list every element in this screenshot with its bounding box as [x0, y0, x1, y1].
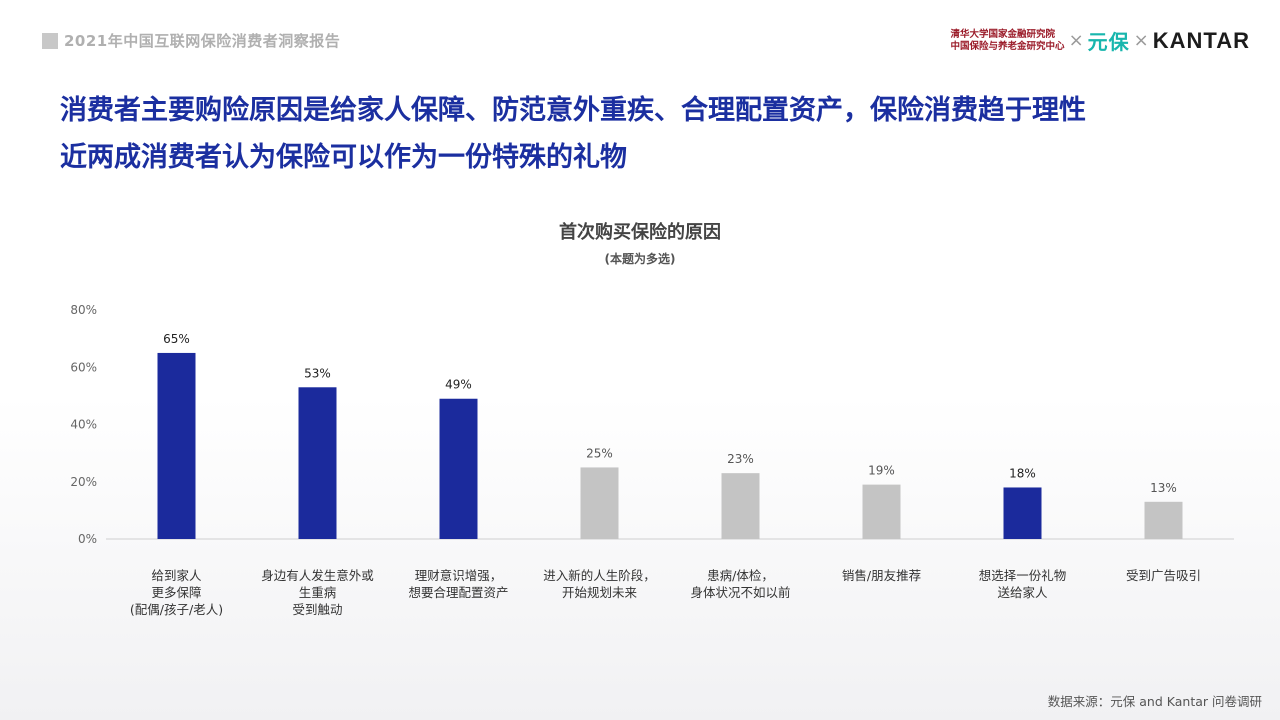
headline: 消费者主要购险原因是给家人保障、防范意外重疾、合理配置资产，保险消费趋于理性 近… — [60, 87, 1275, 181]
kantar-logo: KANTAR — [1152, 27, 1250, 53]
category-label-line: 给到家人 — [151, 568, 202, 583]
times-icon: × — [1068, 30, 1084, 51]
institute-line1: 清华大学国家金融研究院 — [950, 28, 1056, 40]
bar — [157, 352, 196, 539]
category-label: 身边有人发生意外或 生重病受到触动 — [248, 567, 388, 618]
bar-value-label: 49% — [445, 378, 472, 392]
y-tick-label: 0% — [78, 532, 97, 546]
report-title: 2021年中国互联网保险消费者洞察报告 — [64, 32, 341, 50]
institute-logo: 清华大学国家金融研究院 中国保险与养老金研究中心 — [951, 29, 1065, 53]
category-label-line: 进入新的人生阶段， — [543, 568, 656, 583]
category-label-line: 更多保障 — [151, 585, 202, 600]
category-label-line: 理财意识增强， — [414, 568, 503, 583]
bar — [862, 484, 901, 539]
bar-value-label: 65% — [163, 332, 190, 346]
y-tick-label: 80% — [70, 303, 97, 317]
headline-line2: 近两成消费者认为保险可以作为一份特殊的礼物 — [60, 142, 627, 173]
category-label-line: 身体状况不如以前 — [690, 585, 791, 600]
bar-value-label: 13% — [1150, 481, 1177, 495]
category-label-line: 患病/体检， — [707, 568, 774, 583]
bar-value-label: 53% — [304, 366, 331, 380]
category-label-line: 想选择一份礼物 — [978, 568, 1067, 583]
category-label-line: 受到广告吸引 — [1125, 568, 1201, 583]
bar-value-label: 25% — [586, 446, 613, 460]
bar-value-label: 23% — [727, 452, 754, 466]
bar-value-label: 19% — [868, 464, 895, 478]
category-label-line: 销售/朋友推荐 — [841, 568, 922, 583]
institute-line2: 中国保险与养老金研究中心 — [950, 40, 1065, 52]
category-label-line: 受到触动 — [292, 602, 343, 617]
category-label: 想选择一份礼物 送给家人 — [953, 567, 1093, 601]
report-tag: 2021年中国互联网保险消费者洞察报告 — [42, 30, 340, 51]
category-label: 给到家人更多保障 (配偶/孩子/老人) — [107, 567, 247, 618]
bar — [580, 467, 619, 539]
yuanbao-logo: 元保 — [1087, 30, 1130, 54]
category-label-line: 生重病 — [298, 585, 337, 600]
times-icon-2: × — [1133, 30, 1149, 51]
chart-subtitle: (本题为多选) — [604, 252, 676, 266]
category-label-line: 想要合理配置资产 — [408, 585, 509, 600]
bar-value-label: 18% — [1009, 466, 1036, 480]
category-label: 销售/朋友推荐 — [812, 567, 952, 584]
bar — [721, 473, 760, 539]
category-label-line: 送给家人 — [997, 585, 1048, 600]
category-label: 理财意识增强， 想要合理配置资产 — [389, 567, 529, 601]
category-label: 患病/体检， 身体状况不如以前 — [671, 567, 811, 601]
bar — [298, 387, 337, 539]
headline-line1: 消费者主要购险原因是给家人保障、防范意外重疾、合理配置资产，保险消费趋于理性 — [60, 95, 1086, 126]
partner-logos: 清华大学国家金融研究院 中国保险与养老金研究中心 × 元保 × KANTAR — [951, 26, 1250, 55]
bar — [1144, 501, 1183, 539]
category-label-line: 身边有人发生意外或 — [261, 568, 374, 583]
category-label-line: 开始规划未来 — [561, 585, 637, 600]
bar — [1003, 487, 1042, 539]
chart-title: 首次购买保险的原因 — [559, 222, 721, 243]
y-tick-label: 60% — [70, 360, 97, 374]
data-source: 数据来源：元保 and Kantar 问卷调研 — [1047, 694, 1262, 709]
report-tag-square — [42, 32, 58, 49]
category-label-line: (配偶/孩子/老人) — [129, 602, 224, 617]
category-label: 受到广告吸引 — [1094, 567, 1234, 584]
y-tick-label: 20% — [70, 475, 97, 489]
bar — [439, 398, 478, 539]
y-tick-label: 40% — [70, 418, 97, 432]
category-label: 进入新的人生阶段， 开始规划未来 — [530, 567, 670, 601]
